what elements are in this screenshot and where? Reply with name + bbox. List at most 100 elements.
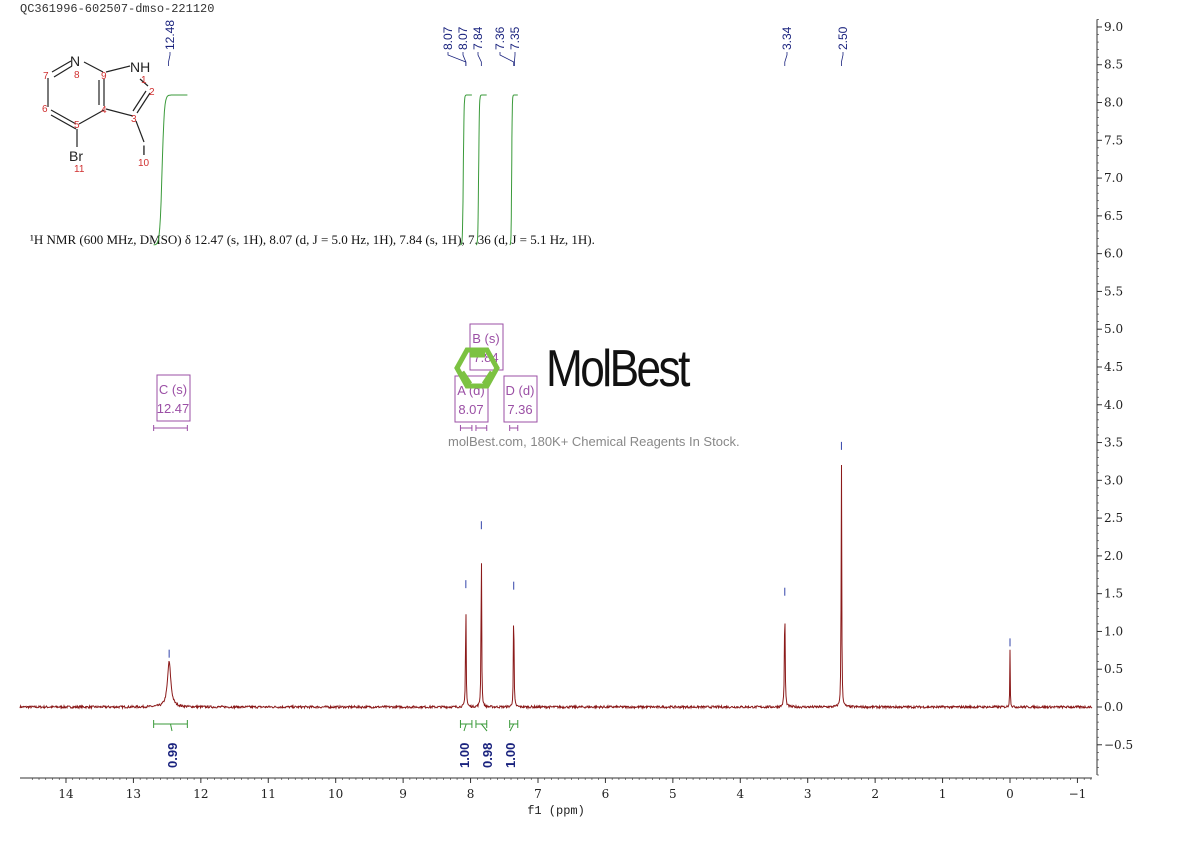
molbest-logo-icon	[454, 347, 500, 389]
peak-label-connector	[168, 52, 171, 66]
atom-number: 3	[131, 114, 137, 125]
atom-label: N	[70, 53, 80, 69]
atom-label: NH	[130, 59, 150, 75]
peak-label: 7.84	[471, 26, 485, 50]
y-tick-label: 2.0	[1104, 549, 1123, 563]
atom-number: 2	[149, 87, 155, 98]
x-tick-label: 0	[1006, 787, 1014, 801]
nmr-description: ¹H NMR (600 MHz, DMSO) δ 12.47 (s, 1H), …	[30, 232, 595, 247]
y-tick-label: 8.0	[1104, 96, 1123, 110]
integral-curve	[509, 94, 518, 246]
watermark-tagline: molBest.com, 180K+ Chemical Reagents In …	[448, 434, 740, 449]
x-tick-label: 10	[328, 787, 343, 801]
x-axis: 14 13 12 11 10 9 8 7 6 5 4 3 2 1 0 −1	[20, 777, 1092, 801]
atom-number: 4	[101, 105, 107, 116]
multiplet-boxes: C (s)12.47A (d)8.07B (s)7.84D (d)7.36	[153, 323, 538, 431]
x-tick-label: 11	[261, 787, 276, 801]
atom-number: 8	[74, 70, 80, 81]
multiplet-shift: 7.36	[507, 402, 532, 417]
x-tick-label: 8	[467, 787, 475, 801]
multiplet-shift: 8.07	[458, 402, 483, 417]
y-tick-label: 3.5	[1104, 436, 1123, 450]
multiplet-name: B (s)	[472, 331, 499, 346]
molecule-structure	[47, 60, 151, 147]
integral-value: 1.00	[457, 743, 472, 768]
y-tick-label: 2.5	[1104, 511, 1123, 525]
integral-value: 0.98	[480, 743, 495, 768]
y-tick-label: 1.5	[1104, 587, 1123, 601]
x-tick-label: −1	[1069, 787, 1087, 801]
peak-label-connector	[477, 52, 482, 66]
integral-curve	[475, 94, 487, 246]
peak-labels: 12.48 8.07 8.07 7.84 7.36 7.35 3.34 2.50	[163, 20, 850, 66]
x-tick-label: 6	[602, 787, 610, 801]
multiplet-box	[503, 375, 538, 423]
x-tick-label: 14	[58, 787, 74, 801]
atom-number: 6	[42, 104, 48, 115]
y-tick-label: 5.0	[1104, 322, 1123, 336]
integral-bracket	[459, 720, 473, 732]
atom-number: 7	[43, 71, 49, 82]
spectrum-line	[19, 464, 1093, 711]
y-tick-label: 7.0	[1104, 171, 1123, 185]
y-tick-label: 6.0	[1104, 247, 1123, 261]
watermark-brand: MolBest	[546, 340, 690, 398]
sample-id: QC361996-602507-dmso-221120	[20, 2, 215, 16]
peak-label-connector	[513, 52, 516, 66]
peak-label: 8.07	[441, 26, 455, 50]
y-tick-label: 4.5	[1104, 360, 1123, 374]
integral-curve	[153, 94, 188, 246]
y-tick-label: 0.0	[1104, 700, 1123, 714]
multiplet-name: D (d)	[506, 383, 535, 398]
multiplet-range	[509, 425, 519, 431]
integral-curves	[153, 94, 518, 246]
integral-bracket	[153, 720, 188, 732]
y-tick-label: 0.5	[1104, 662, 1123, 676]
atom-number: 10	[138, 158, 150, 169]
integral-bracket	[475, 720, 488, 732]
x-tick-label: 3	[804, 787, 812, 801]
y-tick-label: 8.5	[1104, 58, 1123, 72]
y-tick-label: 9.0	[1104, 20, 1123, 34]
peak-label: 2.50	[836, 26, 850, 50]
peak-label-connector	[499, 52, 515, 66]
y-tick-label: 3.0	[1104, 473, 1123, 487]
x-tick-label: 4	[736, 787, 744, 801]
integral-bracket	[509, 720, 519, 732]
x-tick-label: 1	[939, 787, 947, 801]
integral-value: 1.00	[503, 743, 518, 768]
multiplet-range	[459, 425, 473, 431]
atom-number: 5	[74, 120, 80, 131]
peak-label-connector	[462, 52, 467, 66]
multiplet-name: C (s)	[159, 382, 187, 397]
x-tick-label: 5	[669, 787, 677, 801]
y-tick-label: 7.5	[1104, 133, 1123, 147]
integral-curve	[460, 94, 472, 246]
x-tick-label: 9	[399, 787, 407, 801]
peak-label-connector	[841, 52, 844, 66]
multiplet-range	[153, 425, 188, 431]
peak-label: 12.48	[163, 20, 177, 50]
x-tick-label: 12	[193, 787, 208, 801]
peak-label: 3.34	[780, 26, 794, 50]
peak-top-markers	[168, 441, 1011, 658]
atom-number: 9	[101, 71, 107, 82]
integral-value: 0.99	[165, 743, 180, 768]
integrals: 0.99 1.00 0.98 1.00	[153, 720, 519, 768]
y-axis: 9.0 8.5 8.0 7.5 7.0 6.5 6.0 5.5 5.0 4.5 4.0 3.5 3.0 2…	[1096, 19, 1133, 776]
x-tick-label: 2	[871, 787, 879, 801]
peak-label: 7.35	[508, 26, 522, 50]
y-tick-label: −0.5	[1104, 738, 1133, 752]
x-tick-label: 7	[534, 787, 542, 801]
multiplet-shift: 12.47	[157, 401, 190, 416]
atom-label: I	[142, 142, 146, 158]
atom-label: Br	[69, 148, 83, 164]
multiplet-range	[475, 425, 488, 431]
multiplet-box	[454, 375, 489, 423]
multiplet-box	[469, 323, 504, 371]
peak-label: 7.36	[493, 26, 507, 50]
y-tick-label: 6.5	[1104, 209, 1123, 223]
y-tick-label: 1.0	[1104, 624, 1123, 638]
x-axis-label: f1 (ppm)	[527, 804, 585, 818]
